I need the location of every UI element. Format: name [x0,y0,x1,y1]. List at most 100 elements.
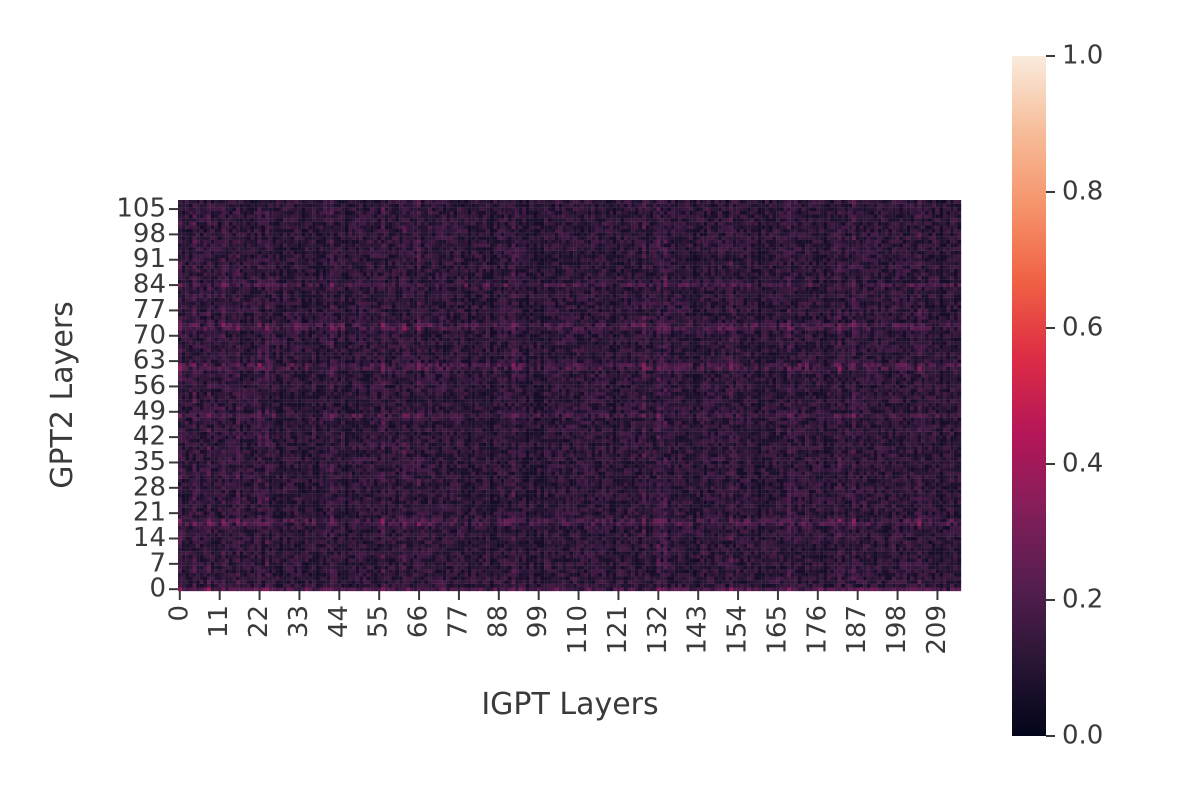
heatmap-cell [247,526,251,530]
heatmap-cell [798,558,802,562]
heatmap-cell [671,540,675,544]
heatmap-cell [341,551,345,555]
heatmap-cell [399,515,403,519]
heatmap-cell [345,587,349,591]
heatmap-cell [290,577,294,581]
heatmap-cell [432,580,436,584]
heatmap-cell [715,519,719,523]
heatmap-cell [251,584,255,588]
heatmap-cell [816,526,820,530]
heatmap-cell [269,519,273,523]
heatmap-cell [287,569,291,573]
heatmap-cell [439,580,443,584]
heatmap-cell [189,511,193,515]
heatmap-cell [287,515,291,519]
heatmap-cell [580,562,584,566]
heatmap-cell [780,548,784,552]
heatmap-cell [914,519,918,523]
heatmap-cell [316,533,320,537]
heatmap-cell [725,537,729,541]
heatmap-cell [276,526,280,530]
heatmap-cell [290,548,294,552]
heatmap-cell [736,569,740,573]
heatmap-cell [744,569,748,573]
heatmap-cell [370,548,374,552]
heatmap-cell [363,587,367,591]
heatmap-cell [363,573,367,577]
heatmap-cell [229,573,233,577]
heatmap-cell [570,515,574,519]
heatmap-cell [689,551,693,555]
heatmap-cell [504,540,508,544]
heatmap-cell [410,569,414,573]
heatmap-cell [588,515,592,519]
heatmap-cell [341,515,345,519]
heatmap-cell [182,577,186,581]
heatmap-cell [323,508,327,512]
heatmap-cell [243,577,247,581]
heatmap-cell [751,580,755,584]
heatmap-cell [280,569,284,573]
heatmap-cell [852,584,856,588]
heatmap-cell [860,544,864,548]
heatmap-cell [874,558,878,562]
heatmap-cell [562,540,566,544]
heatmap-cell [290,537,294,541]
heatmap-cell [185,573,189,577]
heatmap-cell [577,555,581,559]
heatmap-cell [696,526,700,530]
heatmap-cell [530,580,534,584]
heatmap-cell [225,522,229,526]
heatmap-cell [925,577,929,581]
heatmap-cell [570,540,574,544]
heatmap-cell [493,573,497,577]
heatmap-cell [762,519,766,523]
heatmap-cell [769,587,773,591]
heatmap-cell [261,587,265,591]
heatmap-cell [689,529,693,533]
heatmap-cell [475,573,479,577]
heatmap-cell [584,573,588,577]
heatmap-cell [649,526,653,530]
heatmap-cell [182,537,186,541]
heatmap-cell [305,526,309,530]
heatmap-cell [359,587,363,591]
heatmap-cell [729,551,733,555]
heatmap-cell [696,558,700,562]
heatmap-cell [831,562,835,566]
heatmap-cell [921,584,925,588]
heatmap-cell [356,573,360,577]
heatmap-cell [182,580,186,584]
heatmap-cell [236,526,240,530]
heatmap-cell [896,522,900,526]
heatmap-cell [769,529,773,533]
heatmap-cell [533,533,537,537]
heatmap-cell [798,519,802,523]
heatmap-cell [765,558,769,562]
heatmap-cell [932,555,936,559]
heatmap-cell [914,537,918,541]
heatmap-cell [396,580,400,584]
heatmap-cell [443,577,447,581]
heatmap-cell [196,587,200,591]
heatmap-cell [280,504,284,508]
heatmap-cell [410,587,414,591]
heatmap-cell [733,533,737,537]
heatmap-cell [345,577,349,581]
heatmap-cell [508,515,512,519]
heatmap-cell [225,537,229,541]
heatmap-cell [791,587,795,591]
heatmap-cell [642,573,646,577]
heatmap-cell [910,519,914,523]
heatmap-cell [591,529,595,533]
heatmap-cell [203,558,207,562]
heatmap-cell [381,566,385,570]
heatmap-cell [203,555,207,559]
heatmap-cell [689,544,693,548]
heatmap-cell [432,573,436,577]
heatmap-cell [428,551,432,555]
heatmap-cell [664,522,668,526]
heatmap-cell [240,587,244,591]
heatmap-cell [443,569,447,573]
heatmap-cell [359,558,363,562]
